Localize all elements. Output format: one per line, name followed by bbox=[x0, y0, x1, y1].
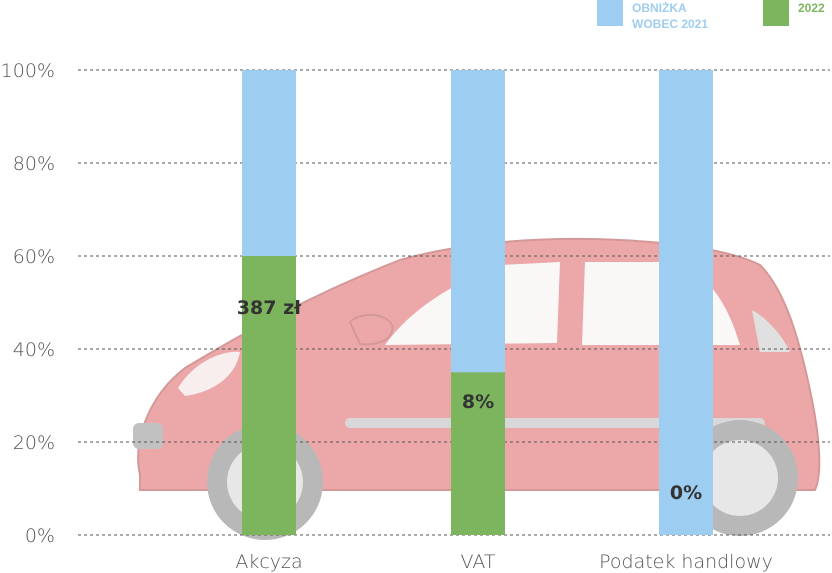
bar-segment bbox=[242, 256, 296, 535]
bar-segment bbox=[451, 70, 505, 373]
x-tick-label: VAT bbox=[461, 551, 496, 573]
x-tick-label: Podatek handlowy bbox=[599, 551, 773, 573]
data-label: 8% bbox=[462, 391, 494, 413]
car-headlight bbox=[178, 351, 240, 396]
y-tick-label: 60% bbox=[13, 246, 55, 268]
bar-segment bbox=[659, 70, 713, 535]
legend: OBNIŻKA WOBEC 2021 2022 bbox=[597, 0, 825, 31]
car-mirror bbox=[348, 313, 394, 346]
x-tick-label: Akcyza bbox=[235, 551, 302, 573]
legend-swatch bbox=[763, 0, 789, 26]
y-tick-label: 40% bbox=[13, 339, 55, 361]
car-taillight bbox=[752, 310, 790, 352]
data-label: 387 zł bbox=[237, 297, 302, 319]
car-bumper bbox=[133, 423, 163, 449]
y-tick-label: 100% bbox=[1, 60, 55, 82]
legend-label: WOBEC 2021 bbox=[632, 17, 708, 31]
y-tick-label: 80% bbox=[13, 153, 55, 175]
bars bbox=[242, 70, 713, 535]
legend-label: OBNIŻKA bbox=[632, 0, 687, 15]
y-tick-label: 20% bbox=[13, 432, 55, 454]
legend-swatch bbox=[597, 0, 623, 26]
data-label: 0% bbox=[670, 482, 702, 504]
car-hubcap-rear bbox=[702, 440, 778, 516]
y-tick-label: 0% bbox=[25, 525, 55, 547]
labels: 0% 20% 40% 60% 80% 100% Akcyza VAT Podatek handl… bbox=[1, 60, 773, 573]
bar-segment bbox=[242, 70, 296, 256]
bar-segment bbox=[451, 372, 505, 535]
legend-label: 2022 bbox=[798, 1, 825, 15]
